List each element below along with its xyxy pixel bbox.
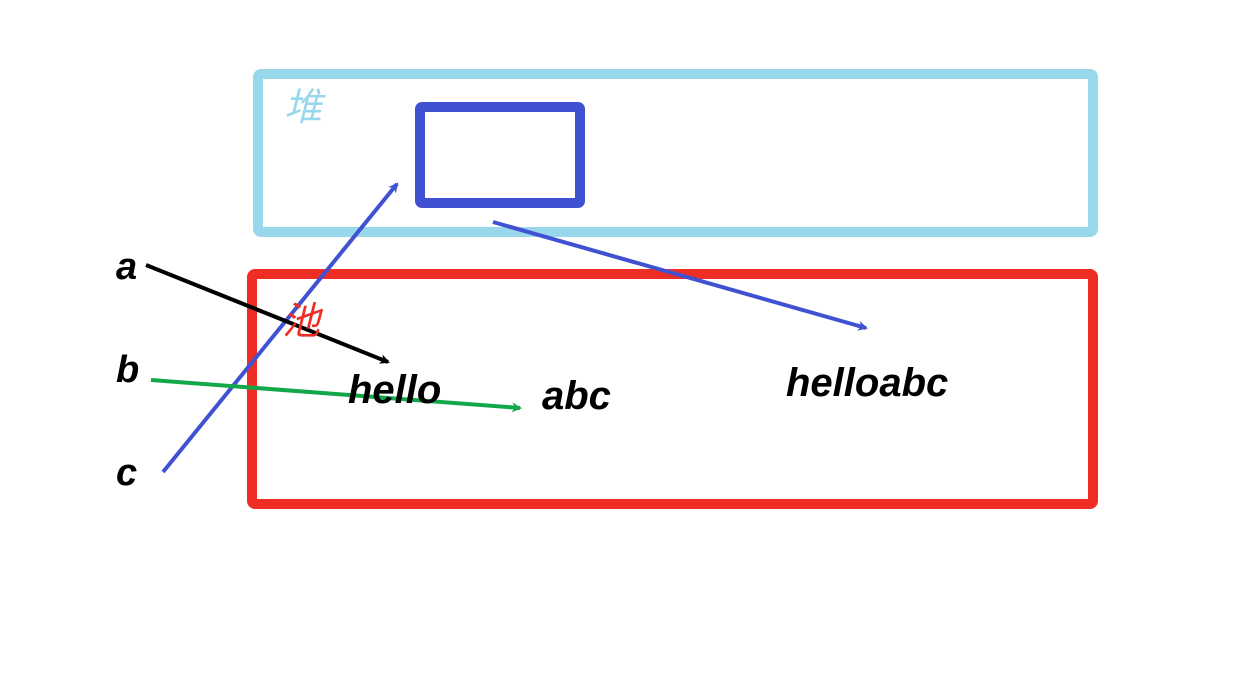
variable-b-label: b: [116, 349, 140, 391]
heap-object-box: [415, 102, 585, 208]
heap-region: [253, 69, 1098, 237]
heap-region-label: 堆: [284, 85, 323, 129]
pool-region-label: 池: [282, 299, 321, 343]
variable-c-label: c: [116, 452, 138, 494]
pool-value-helloabc: helloabc: [786, 361, 949, 405]
arrow-b-to-abc: [150, 378, 522, 413]
pool-value-abc: abc: [542, 374, 611, 418]
variable-a-label: a: [116, 246, 138, 288]
arrow-c-to-heap-object: [161, 182, 399, 474]
pool-value-hello: hello: [348, 368, 442, 412]
arrow-heap-object-to-helloabc: [492, 220, 868, 331]
arrow-a-to-hello: [145, 263, 390, 364]
